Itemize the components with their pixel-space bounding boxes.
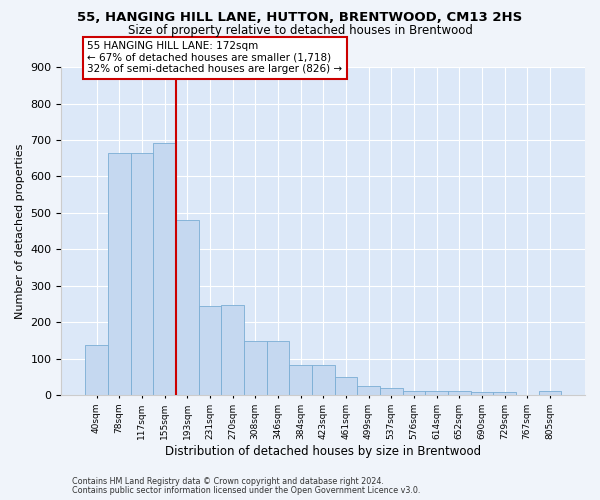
Bar xyxy=(244,341,266,395)
Bar xyxy=(335,376,357,395)
Bar xyxy=(493,392,516,395)
Text: Contains HM Land Registry data © Crown copyright and database right 2024.: Contains HM Land Registry data © Crown c… xyxy=(72,477,384,486)
Bar xyxy=(153,142,176,395)
Bar xyxy=(470,392,493,395)
Bar xyxy=(199,306,221,395)
Bar xyxy=(85,344,108,395)
Bar xyxy=(403,392,425,395)
X-axis label: Distribution of detached houses by size in Brentwood: Distribution of detached houses by size … xyxy=(165,444,481,458)
Text: Size of property relative to detached houses in Brentwood: Size of property relative to detached ho… xyxy=(128,24,472,37)
Bar xyxy=(312,364,335,395)
Bar xyxy=(425,392,448,395)
Bar xyxy=(380,388,403,395)
Text: 55 HANGING HILL LANE: 172sqm
← 67% of detached houses are smaller (1,718)
32% of: 55 HANGING HILL LANE: 172sqm ← 67% of de… xyxy=(88,41,343,74)
Text: Contains public sector information licensed under the Open Government Licence v3: Contains public sector information licen… xyxy=(72,486,421,495)
Bar xyxy=(357,386,380,395)
Bar xyxy=(176,220,199,395)
Bar xyxy=(539,392,561,395)
Text: 55, HANGING HILL LANE, HUTTON, BRENTWOOD, CM13 2HS: 55, HANGING HILL LANE, HUTTON, BRENTWOOD… xyxy=(77,11,523,24)
Y-axis label: Number of detached properties: Number of detached properties xyxy=(15,144,25,318)
Bar xyxy=(108,152,131,395)
Bar xyxy=(289,364,312,395)
Bar xyxy=(221,304,244,395)
Bar xyxy=(266,341,289,395)
Bar xyxy=(448,392,470,395)
Bar xyxy=(131,152,153,395)
